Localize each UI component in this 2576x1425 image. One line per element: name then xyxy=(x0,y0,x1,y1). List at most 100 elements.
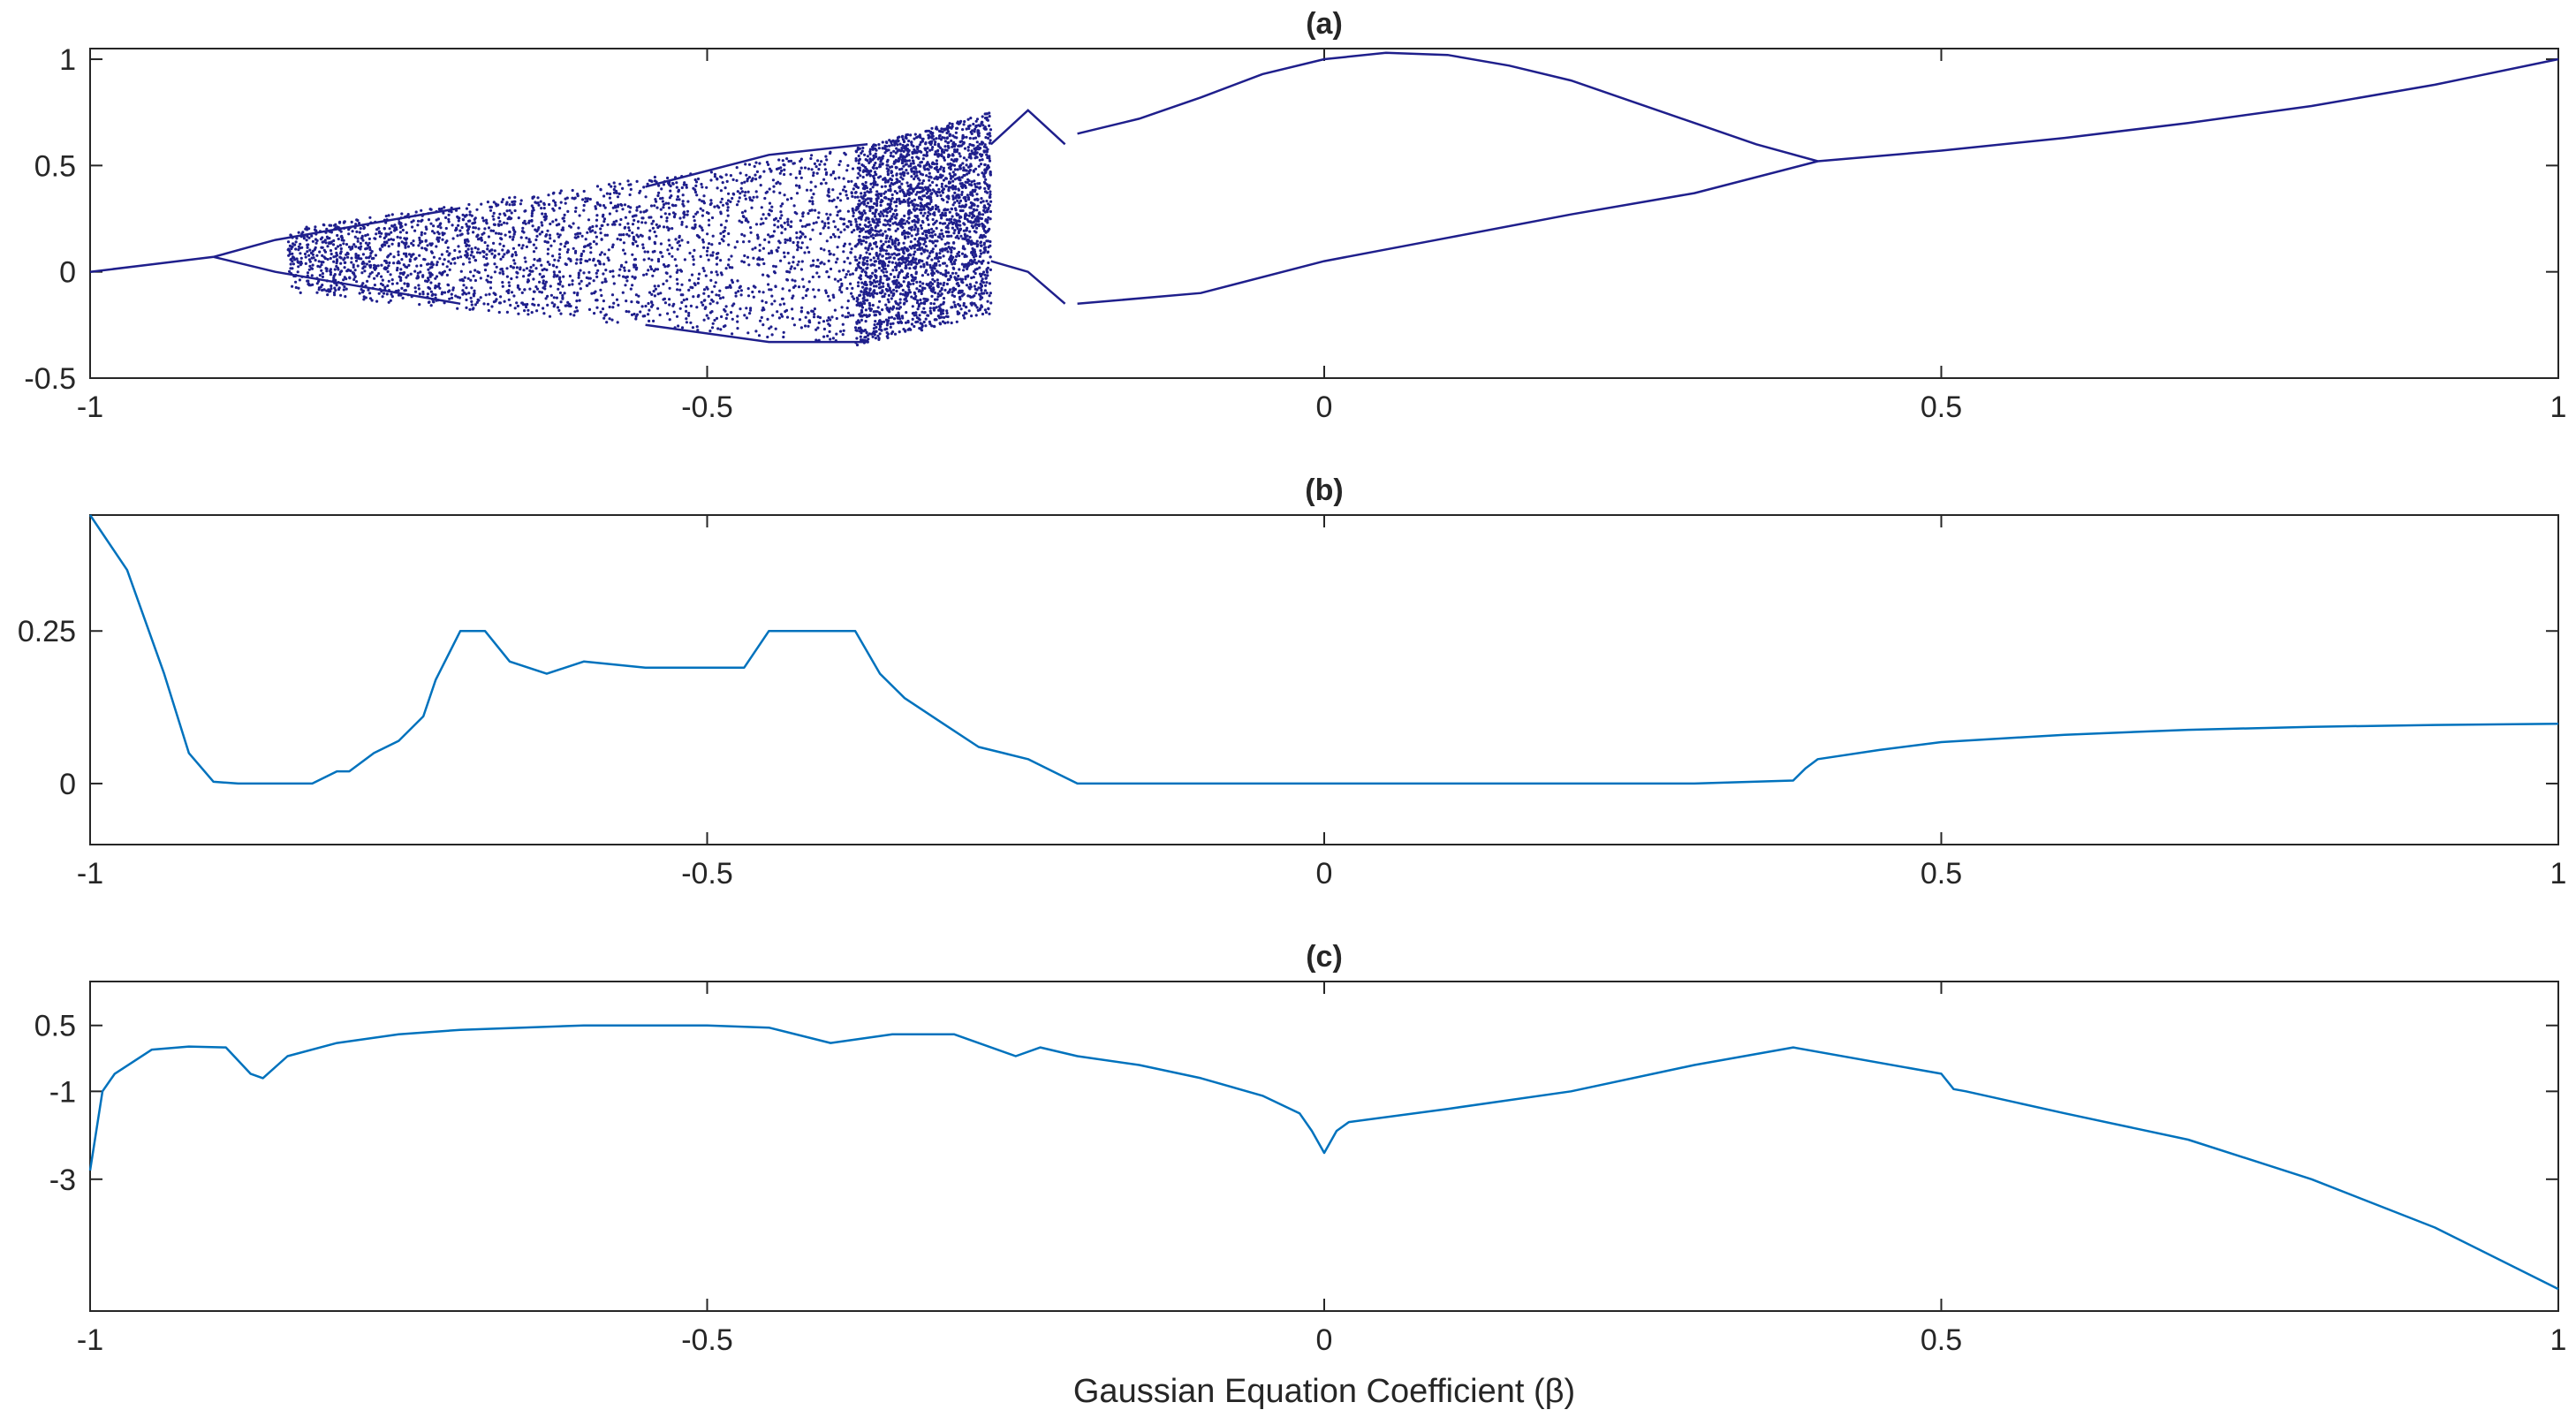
bifurcation-point xyxy=(697,272,701,276)
bifurcation-point xyxy=(401,296,405,299)
bifurcation-point xyxy=(822,248,826,252)
bifurcation-point xyxy=(573,209,578,213)
bifurcation-point xyxy=(880,329,883,332)
bifurcation-point xyxy=(828,249,831,253)
bifurcation-point xyxy=(497,253,501,256)
bifurcation-point xyxy=(885,163,889,167)
bifurcation-point xyxy=(958,140,962,144)
bifurcation-point xyxy=(935,192,938,195)
bifurcation-point xyxy=(918,182,921,186)
bifurcation-point xyxy=(654,287,658,291)
bifurcation-point xyxy=(563,245,567,248)
bifurcation-point xyxy=(447,217,451,221)
bifurcation-point xyxy=(696,234,701,238)
bifurcation-point xyxy=(880,185,884,188)
bifurcation-point xyxy=(627,226,631,230)
bifurcation-point xyxy=(932,302,936,306)
bifurcation-point xyxy=(792,323,797,327)
bifurcation-point xyxy=(671,227,674,231)
bifurcation-point xyxy=(356,239,360,243)
bifurcation-point xyxy=(680,283,684,286)
bifurcation-point xyxy=(895,213,898,216)
bifurcation-point xyxy=(957,196,960,200)
bifurcation-point xyxy=(701,228,704,232)
bifurcation-point xyxy=(749,231,753,234)
bifurcation-point xyxy=(940,229,943,232)
bifurcation-point xyxy=(436,261,439,264)
bifurcation-point xyxy=(635,208,639,212)
bifurcation-point xyxy=(518,287,521,291)
bifurcation-point xyxy=(942,308,945,312)
bifurcation-point xyxy=(780,169,784,172)
bifurcation-point xyxy=(364,296,367,299)
bifurcation-point xyxy=(596,269,600,272)
bifurcation-point xyxy=(928,263,932,267)
bifurcation-point xyxy=(648,236,651,239)
bifurcation-point xyxy=(683,258,687,262)
bifurcation-point xyxy=(865,236,868,239)
bifurcation-point xyxy=(983,308,987,312)
bifurcation-point xyxy=(474,259,477,262)
bifurcation-point xyxy=(607,248,610,252)
bifurcation-point xyxy=(368,297,373,300)
bifurcation-point xyxy=(936,257,939,261)
bifurcation-point xyxy=(489,208,493,212)
bifurcation-point xyxy=(456,234,459,238)
bifurcation-point xyxy=(610,246,615,249)
bifurcation-point xyxy=(928,171,931,175)
bifurcation-point xyxy=(953,262,957,266)
bifurcation-point xyxy=(508,208,511,212)
bifurcation-point xyxy=(959,144,963,148)
bifurcation-point xyxy=(565,250,570,254)
bifurcation-point xyxy=(656,307,660,310)
bifurcation-point xyxy=(799,326,804,330)
bifurcation-point xyxy=(640,305,644,308)
bifurcation-point xyxy=(493,249,496,253)
bifurcation-point xyxy=(848,273,852,277)
bifurcation-point xyxy=(824,291,829,294)
bifurcation-point xyxy=(919,280,922,284)
bifurcation-point xyxy=(938,167,942,171)
bifurcation-point xyxy=(822,262,826,266)
bifurcation-point xyxy=(435,245,438,248)
bifurcation-point xyxy=(884,145,889,148)
bifurcation-point xyxy=(981,213,985,216)
bifurcation-point xyxy=(366,246,369,250)
bifurcation-point xyxy=(534,267,538,270)
bifurcation-point xyxy=(365,256,368,260)
bifurcation-point xyxy=(915,301,920,305)
bifurcation-point xyxy=(710,298,714,302)
bifurcation-point xyxy=(561,226,564,230)
bifurcation-point xyxy=(552,208,556,212)
bifurcation-point xyxy=(474,269,477,272)
bifurcation-point xyxy=(709,171,714,174)
bifurcation-point xyxy=(509,264,512,269)
bifurcation-point xyxy=(667,227,671,231)
bifurcation-point xyxy=(472,231,475,234)
bifurcation-point xyxy=(898,330,901,334)
bifurcation-point xyxy=(347,232,351,236)
bifurcation-point xyxy=(851,286,854,290)
bifurcation-point xyxy=(364,241,368,245)
bifurcation-point xyxy=(420,233,423,237)
bifurcation-point xyxy=(970,180,974,184)
bifurcation-point xyxy=(864,308,868,312)
bifurcation-point xyxy=(651,250,655,254)
bifurcation-point xyxy=(939,312,943,316)
bifurcation-point xyxy=(934,233,937,237)
bifurcation-point xyxy=(675,181,678,185)
bifurcation-point xyxy=(685,317,688,321)
bifurcation-point xyxy=(659,242,663,246)
bifurcation-point xyxy=(824,289,828,292)
bifurcation-point xyxy=(892,252,897,255)
bifurcation-point xyxy=(849,223,853,226)
bifurcation-point xyxy=(924,270,928,274)
bifurcation-point xyxy=(837,210,840,214)
bifurcation-point xyxy=(989,292,992,295)
bifurcation-point xyxy=(964,199,967,203)
bifurcation-point xyxy=(694,184,698,187)
bifurcation-point xyxy=(387,245,390,248)
bifurcation-point xyxy=(902,302,906,306)
bifurcation-point xyxy=(928,251,932,254)
bifurcation-point xyxy=(542,279,545,283)
